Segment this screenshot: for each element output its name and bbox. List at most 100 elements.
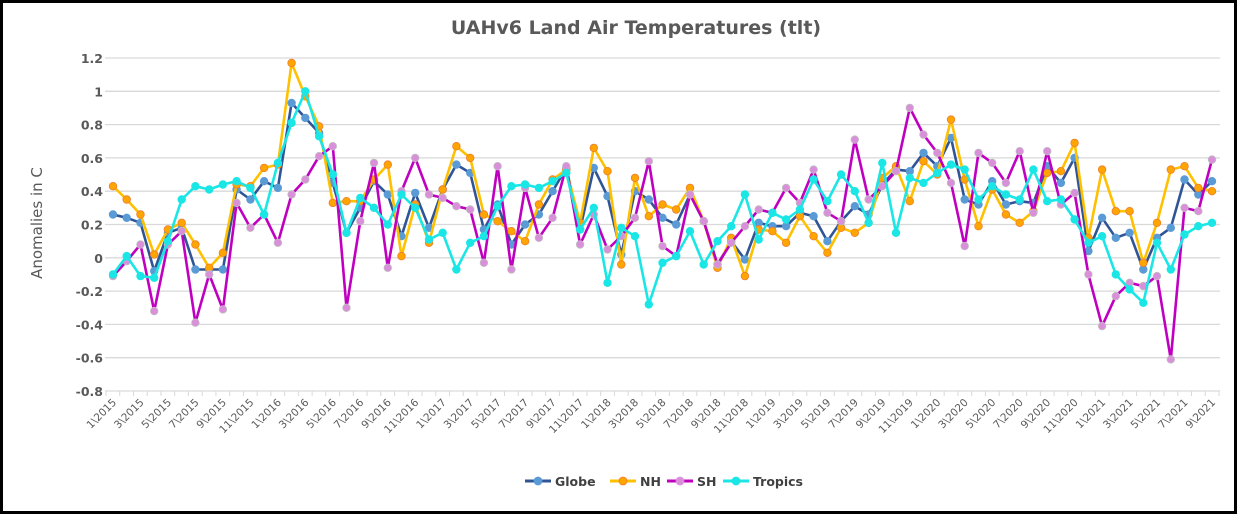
legend-marker bbox=[533, 476, 543, 486]
data-point bbox=[520, 236, 530, 246]
data-point bbox=[328, 141, 337, 151]
legend: Globe NH SH Tropics bbox=[525, 474, 803, 489]
data-point bbox=[575, 240, 585, 249]
data-point bbox=[685, 226, 695, 236]
data-point bbox=[1111, 233, 1120, 242]
data-point bbox=[658, 258, 667, 267]
data-point bbox=[342, 303, 351, 312]
data-point bbox=[1097, 165, 1107, 174]
data-point bbox=[548, 186, 557, 196]
data-point bbox=[177, 218, 186, 227]
data-point bbox=[218, 265, 228, 274]
data-point bbox=[273, 183, 283, 193]
data-point bbox=[1125, 285, 1134, 294]
data-point bbox=[1139, 298, 1148, 307]
data-point bbox=[1152, 271, 1162, 281]
data-point bbox=[1029, 208, 1038, 217]
data-point bbox=[1015, 146, 1024, 156]
data-point bbox=[589, 203, 598, 212]
y-tick-label: 0.2 bbox=[81, 218, 103, 233]
legend-item-tropics: Tropics bbox=[723, 474, 803, 489]
data-point bbox=[342, 196, 351, 206]
data-point bbox=[727, 238, 736, 247]
data-point bbox=[1125, 228, 1134, 237]
data-point bbox=[383, 263, 392, 272]
data-point bbox=[1042, 168, 1052, 178]
data-point bbox=[383, 220, 392, 229]
data-point bbox=[191, 240, 200, 249]
data-point bbox=[1084, 238, 1093, 247]
data-point bbox=[644, 211, 653, 221]
data-point bbox=[960, 165, 969, 174]
data-point bbox=[781, 238, 791, 247]
data-point bbox=[108, 181, 118, 191]
data-point bbox=[878, 158, 887, 168]
data-point bbox=[630, 173, 640, 183]
data-point bbox=[108, 270, 118, 279]
data-point bbox=[287, 118, 296, 128]
data-point bbox=[836, 170, 846, 179]
data-point bbox=[974, 195, 983, 204]
data-point bbox=[149, 250, 159, 259]
data-point bbox=[891, 228, 901, 237]
data-point bbox=[781, 183, 791, 193]
data-point bbox=[479, 258, 489, 267]
y-tick-label: 0 bbox=[94, 251, 103, 266]
data-point bbox=[149, 306, 159, 316]
data-point bbox=[383, 160, 392, 169]
y-tick-label: -0.8 bbox=[76, 384, 103, 399]
data-point bbox=[273, 158, 283, 168]
data-point bbox=[685, 190, 695, 199]
data-point bbox=[850, 135, 859, 144]
data-point bbox=[452, 141, 461, 151]
legend-label: NH bbox=[640, 474, 661, 489]
data-point bbox=[287, 190, 296, 199]
data-point bbox=[520, 220, 530, 229]
gridlines bbox=[105, 57, 1220, 392]
data-point bbox=[754, 205, 763, 214]
data-point bbox=[919, 156, 928, 166]
y-axis-label: Anomalies in C bbox=[28, 167, 46, 279]
data-point bbox=[960, 241, 969, 251]
data-point bbox=[1207, 176, 1217, 186]
data-point bbox=[534, 200, 544, 209]
data-point bbox=[905, 196, 914, 206]
data-point bbox=[163, 236, 173, 246]
data-point bbox=[1001, 200, 1011, 209]
data-point bbox=[177, 226, 186, 236]
data-point bbox=[836, 216, 846, 226]
data-point bbox=[1194, 183, 1203, 193]
data-point bbox=[960, 195, 969, 204]
data-point bbox=[411, 153, 420, 163]
data-point bbox=[727, 221, 736, 231]
data-point bbox=[1166, 265, 1175, 274]
data-point bbox=[301, 113, 310, 123]
data-point bbox=[699, 260, 708, 269]
data-point bbox=[218, 305, 228, 314]
data-point bbox=[259, 210, 269, 219]
y-axis-ticks: 1.2 1 0.8 0.6 0.4 0.2 0 -0.2 -0.4 -0.6 -0.8 bbox=[76, 51, 104, 399]
data-point bbox=[1015, 195, 1024, 204]
legend-item-globe: Globe bbox=[525, 474, 596, 489]
data-point bbox=[356, 216, 365, 226]
data-point bbox=[1042, 196, 1052, 206]
data-point bbox=[1097, 231, 1107, 241]
data-point bbox=[644, 300, 653, 309]
data-point bbox=[891, 166, 901, 176]
data-point bbox=[548, 176, 557, 186]
data-point bbox=[946, 115, 956, 124]
data-point bbox=[988, 181, 997, 191]
data-point bbox=[136, 240, 145, 249]
y-tick-label: 0.8 bbox=[81, 118, 103, 133]
data-point bbox=[740, 221, 750, 231]
data-point bbox=[905, 103, 914, 113]
data-point bbox=[438, 193, 447, 203]
data-point bbox=[204, 185, 214, 194]
data-point bbox=[397, 190, 406, 199]
data-point bbox=[1056, 166, 1066, 176]
data-point bbox=[658, 200, 667, 209]
data-point bbox=[919, 178, 928, 188]
data-point bbox=[740, 190, 750, 199]
data-point bbox=[328, 198, 337, 208]
series-tropics bbox=[108, 87, 1217, 309]
